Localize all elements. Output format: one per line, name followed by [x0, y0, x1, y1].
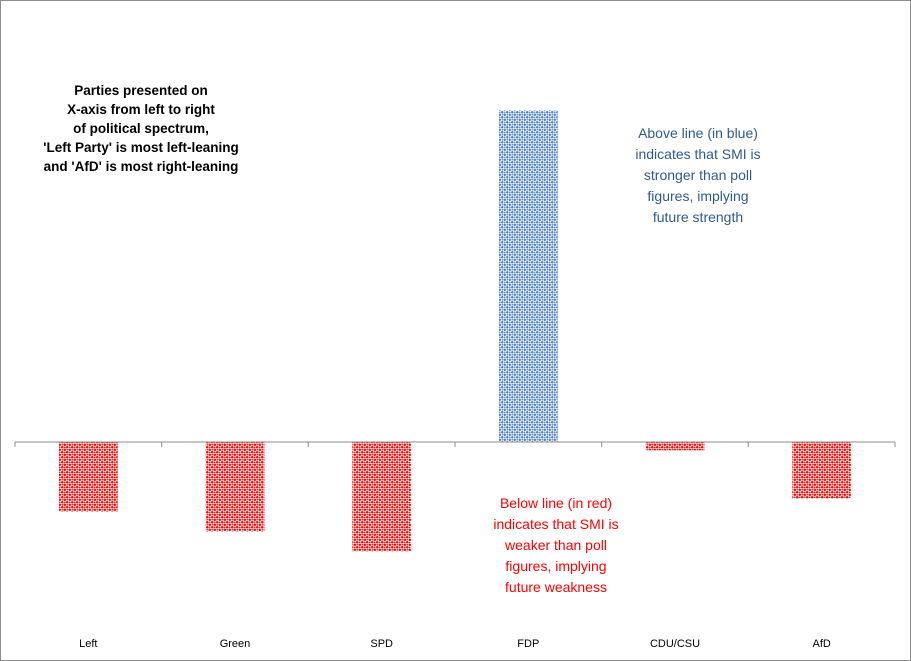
bar-spd: [352, 442, 411, 552]
category-label: AfD: [813, 638, 831, 650]
bar-afd: [792, 442, 851, 499]
bar-cdu-csu: [645, 442, 705, 451]
below-line-annotation: Below line (in red) indicates that SMI i…: [493, 495, 619, 595]
category-label: FDP: [517, 638, 539, 650]
category-label: Left: [79, 638, 97, 650]
bar-green: [205, 442, 265, 532]
category-label: Green: [220, 638, 251, 650]
category-labels: Left Green SPD FDP CDU/CSU AfD: [79, 638, 831, 650]
bar-fdp: [499, 110, 558, 443]
x-axis: [14, 441, 896, 447]
bar-left: [59, 442, 118, 512]
category-label: CDU/CSU: [650, 638, 700, 650]
bars-group: [59, 110, 851, 552]
spectrum-annotation: Parties presented on X-axis from left to…: [43, 83, 239, 174]
above-line-annotation: Above line (in blue) indicates that SMI …: [635, 125, 761, 225]
category-label: SPD: [370, 638, 393, 650]
